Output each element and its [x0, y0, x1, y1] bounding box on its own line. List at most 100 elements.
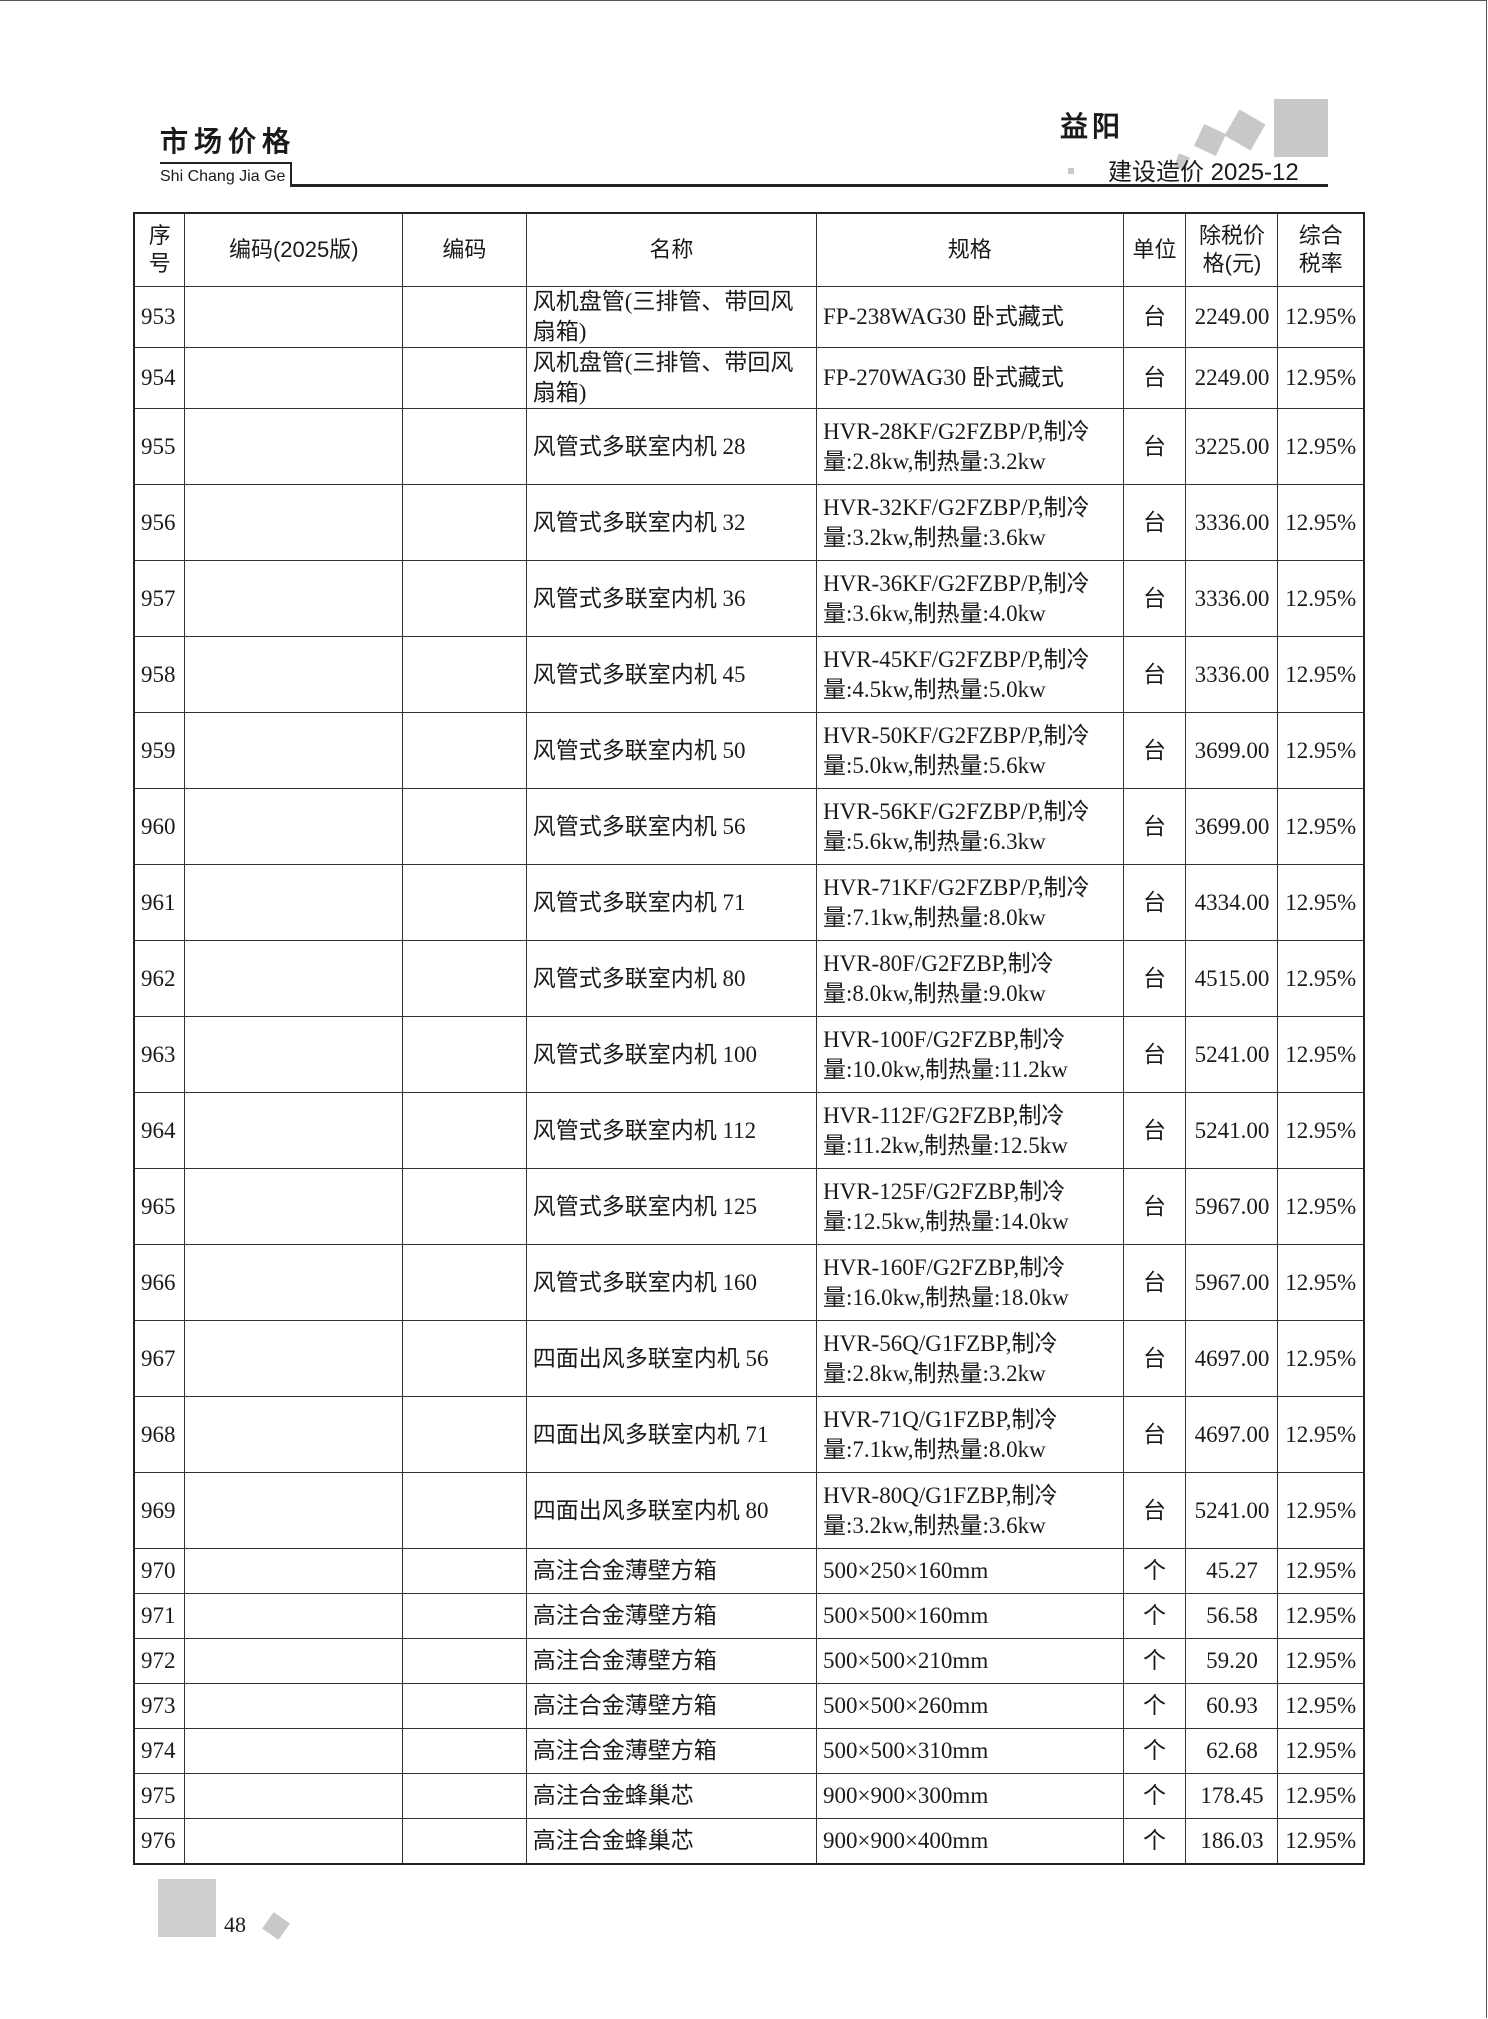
tax-rate-cell: 12.95% — [1277, 1593, 1365, 1639]
item-spec-cell: HVR-45KF/G2FZBP/P,制冷量:4.5kw,制热量:5.0kw — [815, 636, 1124, 713]
publication-issue: 建设造价 2025-12 — [1108, 159, 1299, 186]
row-number-cell: 967 — [133, 1320, 186, 1397]
code-cell — [402, 1638, 527, 1684]
row-number-cell: 953 — [133, 286, 186, 348]
tax-rate-cell: 12.95% — [1277, 712, 1365, 789]
item-name-cell: 风管式多联室内机 80 — [525, 940, 817, 1017]
table-row: 953 风机盘管(三排管、带回风扇箱) FP-238WAG30 卧式藏式台 2249.… — [133, 286, 1365, 348]
row-number-cell: 955 — [133, 408, 186, 485]
tax-rate-cell: 12.95% — [1277, 788, 1365, 865]
page-number: 48 — [224, 1912, 246, 1937]
item-name-cell: 风机盘管(三排管、带回风扇箱) — [525, 286, 817, 348]
item-name-cell: 风管式多联室内机 100 — [525, 1016, 817, 1093]
row-number-cell: 963 — [133, 1016, 186, 1093]
tax-rate-cell: 12.95% — [1277, 560, 1365, 637]
code-2025-cell — [184, 1728, 403, 1774]
table-row: 973 高注合金薄壁方箱 500×500×260mm 个 60.93 12.95% — [133, 1683, 1365, 1729]
unit-cell: 台 — [1122, 864, 1187, 941]
table-row: 957 风管式多联室内机 36 HVR-36KF/G2FZBP/P,制冷量:3.6k… — [133, 560, 1365, 637]
decor-dot — [1068, 168, 1074, 174]
unit-cell: 台 — [1122, 484, 1187, 561]
tax-rate-cell: 12.95% — [1277, 1168, 1365, 1245]
table-row: 965 风管式多联室内机 125 HVR-125F/G2FZBP,制冷量:12.5k… — [133, 1168, 1365, 1245]
unit-cell: 台 — [1122, 1396, 1187, 1473]
tax-rate-cell: 12.95% — [1277, 1016, 1365, 1093]
unit-cell: 个 — [1122, 1548, 1187, 1594]
item-spec-cell: HVR-125F/G2FZBP,制冷量:12.5kw,制热量:14.0kw — [815, 1168, 1124, 1245]
unit-cell: 台 — [1122, 1244, 1187, 1321]
row-number-cell: 972 — [133, 1638, 186, 1684]
price-cell: 56.58 — [1185, 1593, 1279, 1639]
col-header-tax: 综合税率 — [1277, 212, 1365, 287]
row-number-cell: 960 — [133, 788, 186, 865]
header-rule-short — [160, 162, 292, 164]
item-name-cell: 高注合金薄壁方箱 — [525, 1728, 817, 1774]
section-title: 市场价格 — [160, 125, 297, 158]
code-cell — [402, 560, 527, 637]
unit-cell: 个 — [1122, 1773, 1187, 1819]
code-2025-cell — [184, 1016, 403, 1093]
unit-cell: 台 — [1122, 788, 1187, 865]
code-2025-cell — [184, 484, 403, 561]
tax-rate-cell: 12.95% — [1277, 286, 1365, 348]
item-name-cell: 风管式多联室内机 112 — [525, 1092, 817, 1169]
item-spec-cell: 500×500×260mm — [815, 1683, 1124, 1729]
price-cell: 5967.00 — [1185, 1168, 1279, 1245]
table-row: 972 高注合金薄壁方箱 500×500×210mm 个 59.20 12.95% — [133, 1638, 1365, 1684]
price-cell: 3336.00 — [1185, 636, 1279, 713]
code-2025-cell — [184, 1244, 403, 1321]
price-cell: 4334.00 — [1185, 864, 1279, 941]
code-2025-cell — [184, 1320, 403, 1397]
price-cell: 3225.00 — [1185, 408, 1279, 485]
tax-rate-cell: 12.95% — [1277, 1396, 1365, 1473]
price-cell: 3699.00 — [1185, 712, 1279, 789]
table-row: 963 风管式多联室内机 100 HVR-100F/G2FZBP,制冷量:10.0k… — [133, 1016, 1365, 1093]
item-spec-cell: 900×900×300mm — [815, 1773, 1124, 1819]
row-number-cell: 954 — [133, 347, 186, 409]
unit-cell: 台 — [1122, 636, 1187, 713]
table-row: 966 风管式多联室内机 160 HVR-160F/G2FZBP,制冷量:16.0k… — [133, 1244, 1365, 1321]
row-number-cell: 968 — [133, 1396, 186, 1473]
item-name-cell: 四面出风多联室内机 71 — [525, 1396, 817, 1473]
unit-cell: 台 — [1122, 1320, 1187, 1397]
code-cell — [402, 408, 527, 485]
row-number-cell: 961 — [133, 864, 186, 941]
price-cell: 4697.00 — [1185, 1396, 1279, 1473]
item-spec-cell: HVR-36KF/G2FZBP/P,制冷量:3.6kw,制热量:4.0kw — [815, 560, 1124, 637]
code-cell — [402, 1728, 527, 1774]
item-name-cell: 风管式多联室内机 50 — [525, 712, 817, 789]
row-number-cell: 974 — [133, 1728, 186, 1774]
col-header-price: 除税价格(元) — [1185, 212, 1279, 287]
price-cell: 60.93 — [1185, 1683, 1279, 1729]
table-row: 975 高注合金蜂巢芯 900×900×300mm 个 178.45 12.95% — [133, 1773, 1365, 1819]
item-spec-cell: HVR-56Q/G1FZBP,制冷量:2.8kw,制热量:3.2kw — [815, 1320, 1124, 1397]
unit-cell: 台 — [1122, 1016, 1187, 1093]
code-2025-cell — [184, 636, 403, 713]
price-cell: 4515.00 — [1185, 940, 1279, 1017]
unit-cell: 台 — [1122, 347, 1187, 409]
item-spec-cell: HVR-32KF/G2FZBP/P,制冷量:3.2kw,制热量:3.6kw — [815, 484, 1124, 561]
code-2025-cell — [184, 286, 403, 348]
tax-rate-cell: 12.95% — [1277, 1638, 1365, 1684]
price-cell: 5241.00 — [1185, 1016, 1279, 1093]
row-number-cell: 965 — [133, 1168, 186, 1245]
item-spec-cell: HVR-71Q/G1FZBP,制冷量:7.1kw,制热量:8.0kw — [815, 1396, 1124, 1473]
code-cell — [402, 1320, 527, 1397]
unit-cell: 个 — [1122, 1638, 1187, 1684]
table-row: 960 风管式多联室内机 56 HVR-56KF/G2FZBP/P,制冷量:5.6k… — [133, 788, 1365, 865]
tax-rate-cell: 12.95% — [1277, 1244, 1365, 1321]
col-header-unit: 单位 — [1122, 212, 1187, 287]
tax-rate-cell: 12.95% — [1277, 1548, 1365, 1594]
item-spec-cell: HVR-80F/G2FZBP,制冷量:8.0kw,制热量:9.0kw — [815, 940, 1124, 1017]
item-name-cell: 高注合金薄壁方箱 — [525, 1593, 817, 1639]
row-number-cell: 966 — [133, 1244, 186, 1321]
table-row: 971 高注合金薄壁方箱 500×500×160mm 个 56.58 12.95% — [133, 1593, 1365, 1639]
table-row: 969 四面出风多联室内机 80 HVR-80Q/G1FZBP,制冷量:3.2kw,… — [133, 1472, 1365, 1549]
item-name-cell: 四面出风多联室内机 80 — [525, 1472, 817, 1549]
item-spec-cell: HVR-112F/G2FZBP,制冷量:11.2kw,制热量:12.5kw — [815, 1092, 1124, 1169]
code-cell — [402, 712, 527, 789]
col-header-name: 名称 — [525, 212, 817, 287]
item-spec-cell: FP-238WAG30 卧式藏式 — [815, 286, 1124, 348]
item-name-cell: 风管式多联室内机 125 — [525, 1168, 817, 1245]
code-2025-cell — [184, 1092, 403, 1169]
